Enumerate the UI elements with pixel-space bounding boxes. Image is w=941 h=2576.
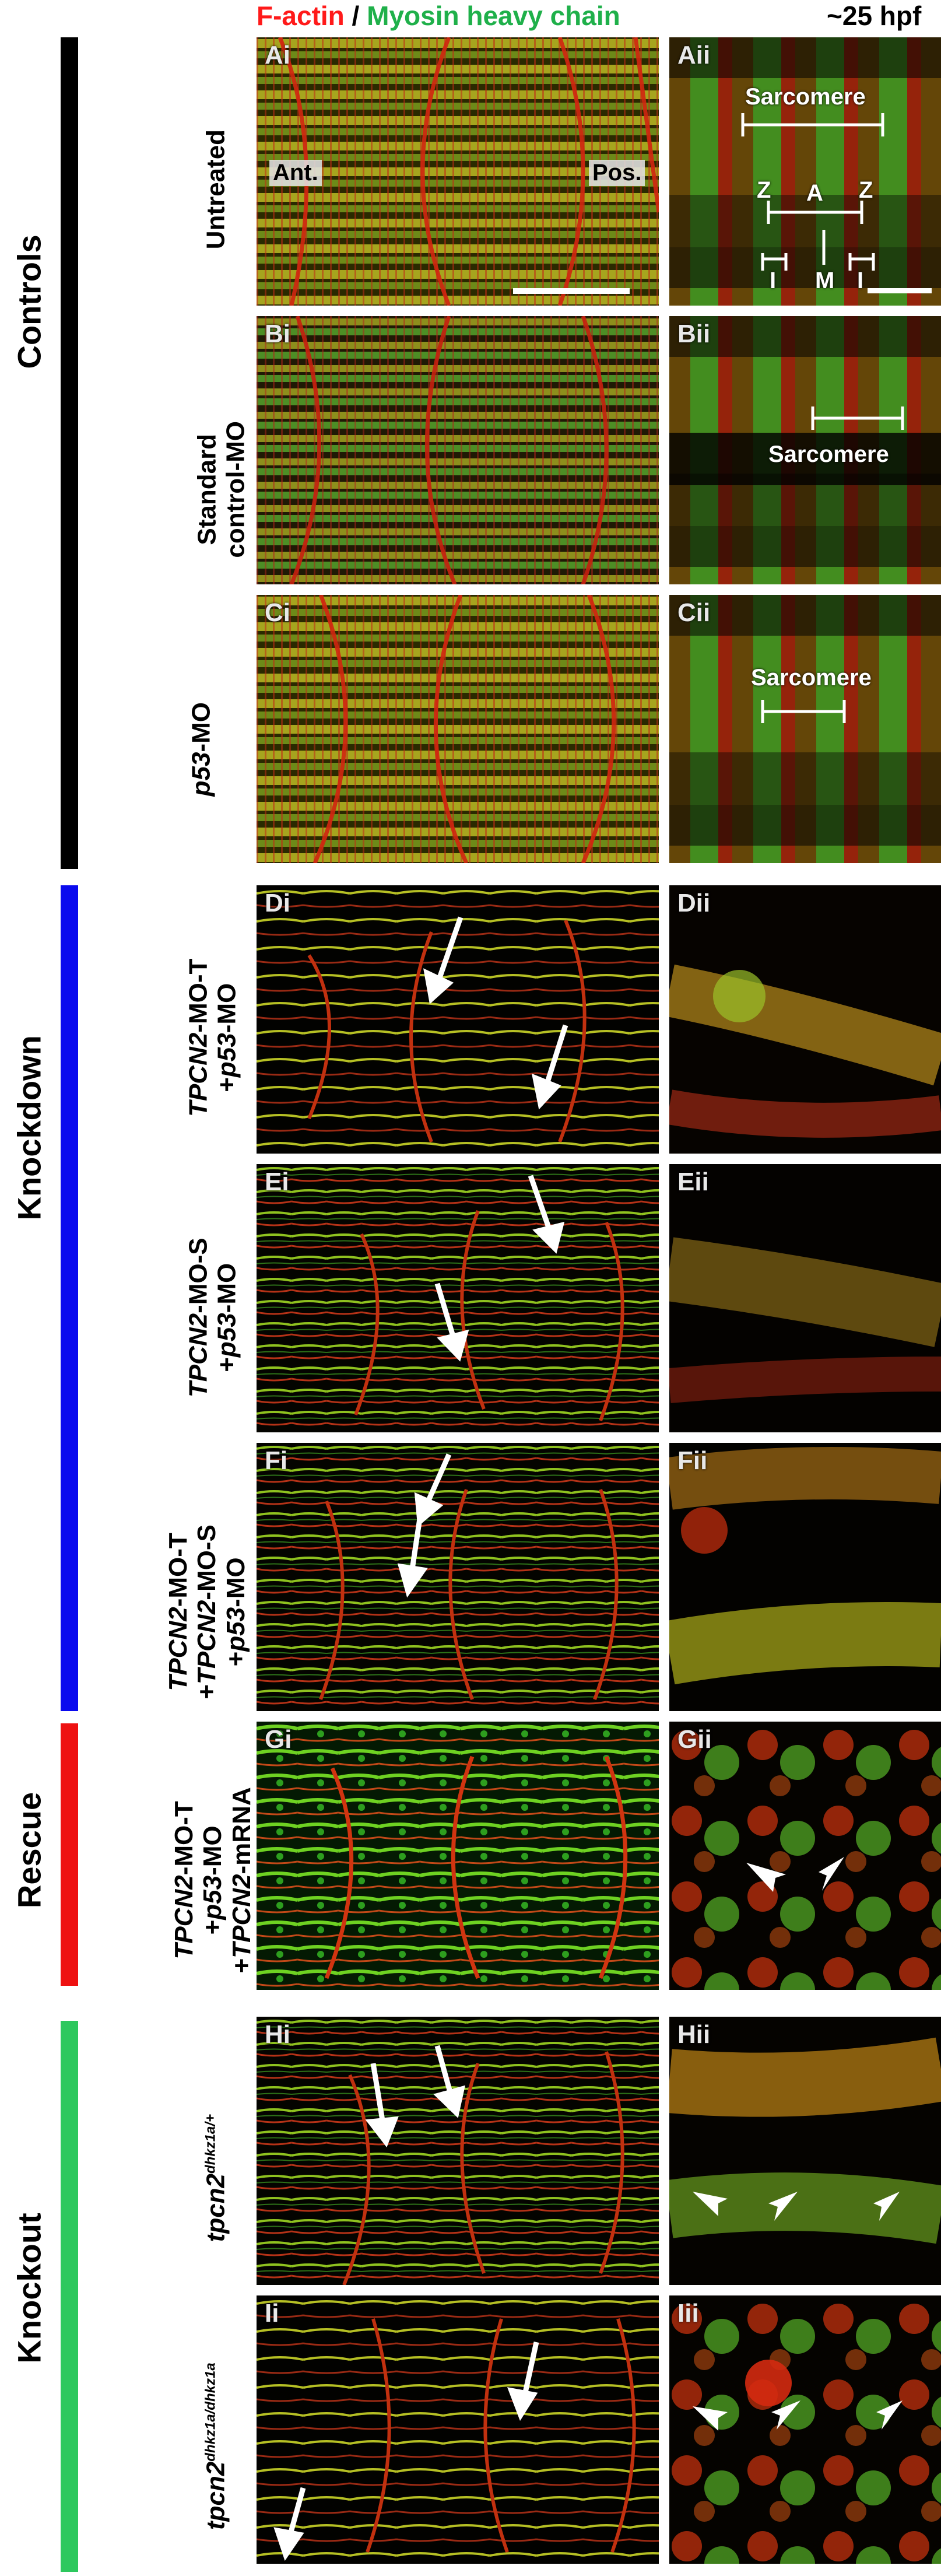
arrow-icon: [397, 1453, 452, 1598]
micrograph-aii: [669, 37, 941, 306]
micrograph-bii: [669, 316, 941, 584]
micrograph-cii: [669, 595, 941, 863]
panel-label-cii: Cii: [677, 598, 711, 627]
panel-label-hii: Hii: [677, 2020, 711, 2049]
panel-ii: Ii: [257, 2295, 659, 2564]
panel-label-dii: Dii: [677, 889, 711, 917]
panel-gi: Gi: [257, 1722, 659, 1990]
panel-label-bi: Bi: [265, 320, 290, 348]
scale-bar: [513, 288, 630, 294]
micrograph-ei: [257, 1164, 659, 1432]
row-label-standard-control: Standard control-MO: [192, 420, 250, 558]
micrograph-fi: [257, 1443, 659, 1711]
micrograph-dii: [669, 885, 941, 1154]
panel-bii: Bii Sarcomere: [669, 316, 941, 584]
stage-label: ~25 hpf: [827, 1, 922, 31]
panel-label-aii: Aii: [677, 41, 711, 69]
micrograph-ii: [257, 2295, 659, 2564]
panel-fii: Fii: [669, 1443, 941, 1711]
micrograph-gi: [257, 1722, 659, 1990]
header-separator: /: [344, 1, 367, 31]
anterior-tag: Ant.: [269, 160, 322, 186]
panel-label-eii: Eii: [677, 1168, 709, 1196]
micrograph-hi: [257, 2017, 659, 2285]
group-label-knockdown: Knockdown: [10, 1035, 48, 1221]
f-actin-label: F-actin: [257, 1, 345, 31]
panel-label-gii: Gii: [677, 1725, 712, 1754]
z-label-right: Z: [859, 177, 873, 203]
micrograph-bi: [257, 316, 659, 584]
rescue-bar: [61, 1723, 78, 1986]
arrow-icon: [434, 1175, 565, 1362]
row-label-p53: p53-MO: [187, 702, 216, 797]
panel-hi: Hi: [257, 2017, 659, 2285]
panel-label-ci: Ci: [265, 598, 290, 627]
panel-label-ei: Ei: [265, 1168, 289, 1196]
panel-label-ai: Ai: [265, 41, 290, 69]
panel-ci: Ci: [257, 595, 659, 863]
panel-iii: Iii: [669, 2295, 941, 2564]
row-label-i: tpcn2dhkz1a/dhkz1a: [201, 2363, 230, 2531]
panel-ei: Ei: [257, 1164, 659, 1432]
posterior-tag: Pos.: [589, 160, 645, 186]
micrograph-eii: [669, 1164, 941, 1432]
panel-aii: Aii Sarcomere Z A Z I M I: [669, 37, 941, 306]
micrograph-hii: [669, 2017, 941, 2285]
sarcomere-label-c: Sarcomere: [751, 665, 872, 691]
myosin-label: Myosin heavy chain: [367, 1, 620, 31]
panel-ai: Ai Ant. Pos.: [257, 37, 659, 306]
panel-label-iii: Iii: [677, 2299, 699, 2328]
row-label-h: tpcn2dhkz1a/+: [201, 2114, 230, 2242]
sarcomere-label-a: Sarcomere: [745, 84, 866, 110]
i-label-right: I: [857, 268, 864, 293]
panel-label-ii: Ii: [265, 2299, 279, 2328]
panel-fi: Fi: [257, 1443, 659, 1711]
micrograph-ci: [257, 595, 659, 863]
panel-label-bii: Bii: [677, 320, 711, 348]
arrowhead-icon: [693, 2400, 903, 2431]
arrowhead-icon: [693, 2192, 900, 2221]
panel-eii: Eii: [669, 1164, 941, 1432]
knockout-bar: [61, 2021, 78, 2572]
controls-bar: [61, 37, 78, 869]
arrowhead-icon: [746, 1857, 844, 1892]
arrow-icon: [423, 916, 568, 1110]
sarcomere-label-b: Sarcomere: [768, 441, 889, 467]
panel-bi: Bi: [257, 316, 659, 584]
row-label-e: TPCN2-MO-S +p53-MO: [184, 1238, 241, 1398]
panel-hii: Hii: [669, 2017, 941, 2285]
z-label-left: Z: [757, 177, 771, 203]
row-label-f: TPCN2-MO-T +TPCN2-MO-S +p53-MO: [164, 1524, 250, 1699]
group-label-knockout: Knockout: [10, 2213, 48, 2364]
arrow-icon: [365, 2045, 465, 2148]
panel-label-gi: Gi: [265, 1725, 292, 1754]
panel-label-fii: Fii: [677, 1446, 708, 1475]
micrograph-iii: [669, 2295, 941, 2564]
panel-gii: Gii: [669, 1722, 941, 1990]
micrograph-di: [257, 885, 659, 1154]
micrograph-fii: [669, 1443, 941, 1711]
knockdown-bar: [61, 885, 78, 1711]
figure-header: F-actin / Myosin heavy chain: [257, 0, 620, 31]
micrograph-gii: [669, 1722, 941, 1990]
panel-label-hi: Hi: [265, 2020, 290, 2049]
group-label-controls: Controls: [10, 234, 48, 369]
group-label-rescue: Rescue: [10, 1792, 48, 1909]
a-label: A: [806, 180, 823, 206]
panel-di: Di: [257, 885, 659, 1154]
panel-label-di: Di: [265, 889, 290, 917]
row-label-g: TPCN2-MO-T +p53-MO +TPCN2-mRNA: [170, 1787, 256, 1974]
m-label: M: [815, 268, 835, 293]
row-label-d: TPCN2-MO-T +p53-MO: [184, 958, 241, 1117]
row-label-untreated: Untreated: [201, 129, 230, 250]
panel-dii: Dii: [669, 885, 941, 1154]
arrow-icon: [273, 2342, 539, 2561]
panel-cii: Cii Sarcomere: [669, 595, 941, 863]
panel-label-fi: Fi: [265, 1446, 288, 1475]
i-label-left: I: [770, 268, 777, 293]
